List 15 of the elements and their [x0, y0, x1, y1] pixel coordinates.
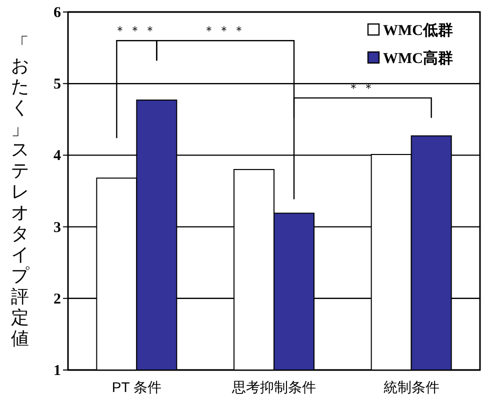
- y-tick-label: 4: [54, 148, 62, 164]
- x-tick-label: PT 条件: [112, 379, 162, 395]
- y-tick-label: 6: [54, 5, 62, 21]
- y-tick-label: 5: [54, 76, 61, 93]
- annotation: ＊＊＊: [202, 24, 248, 38]
- ylabel: 「おたく」ステレオタイプ評定値: [11, 34, 29, 348]
- y-tick-label: 1: [54, 363, 61, 379]
- y-tick-label: 2: [54, 291, 61, 308]
- x-tick-label: 統制条件: [383, 379, 440, 395]
- annotation: ＊＊＊: [114, 24, 160, 38]
- annotation: ＊＊: [348, 80, 378, 95]
- legend-label: WMC低群: [383, 22, 453, 39]
- y-tick-label: 3: [54, 220, 61, 236]
- x-tick-label: 思考抑制条件: [231, 379, 316, 395]
- legend-label: WMC高群: [383, 49, 453, 67]
